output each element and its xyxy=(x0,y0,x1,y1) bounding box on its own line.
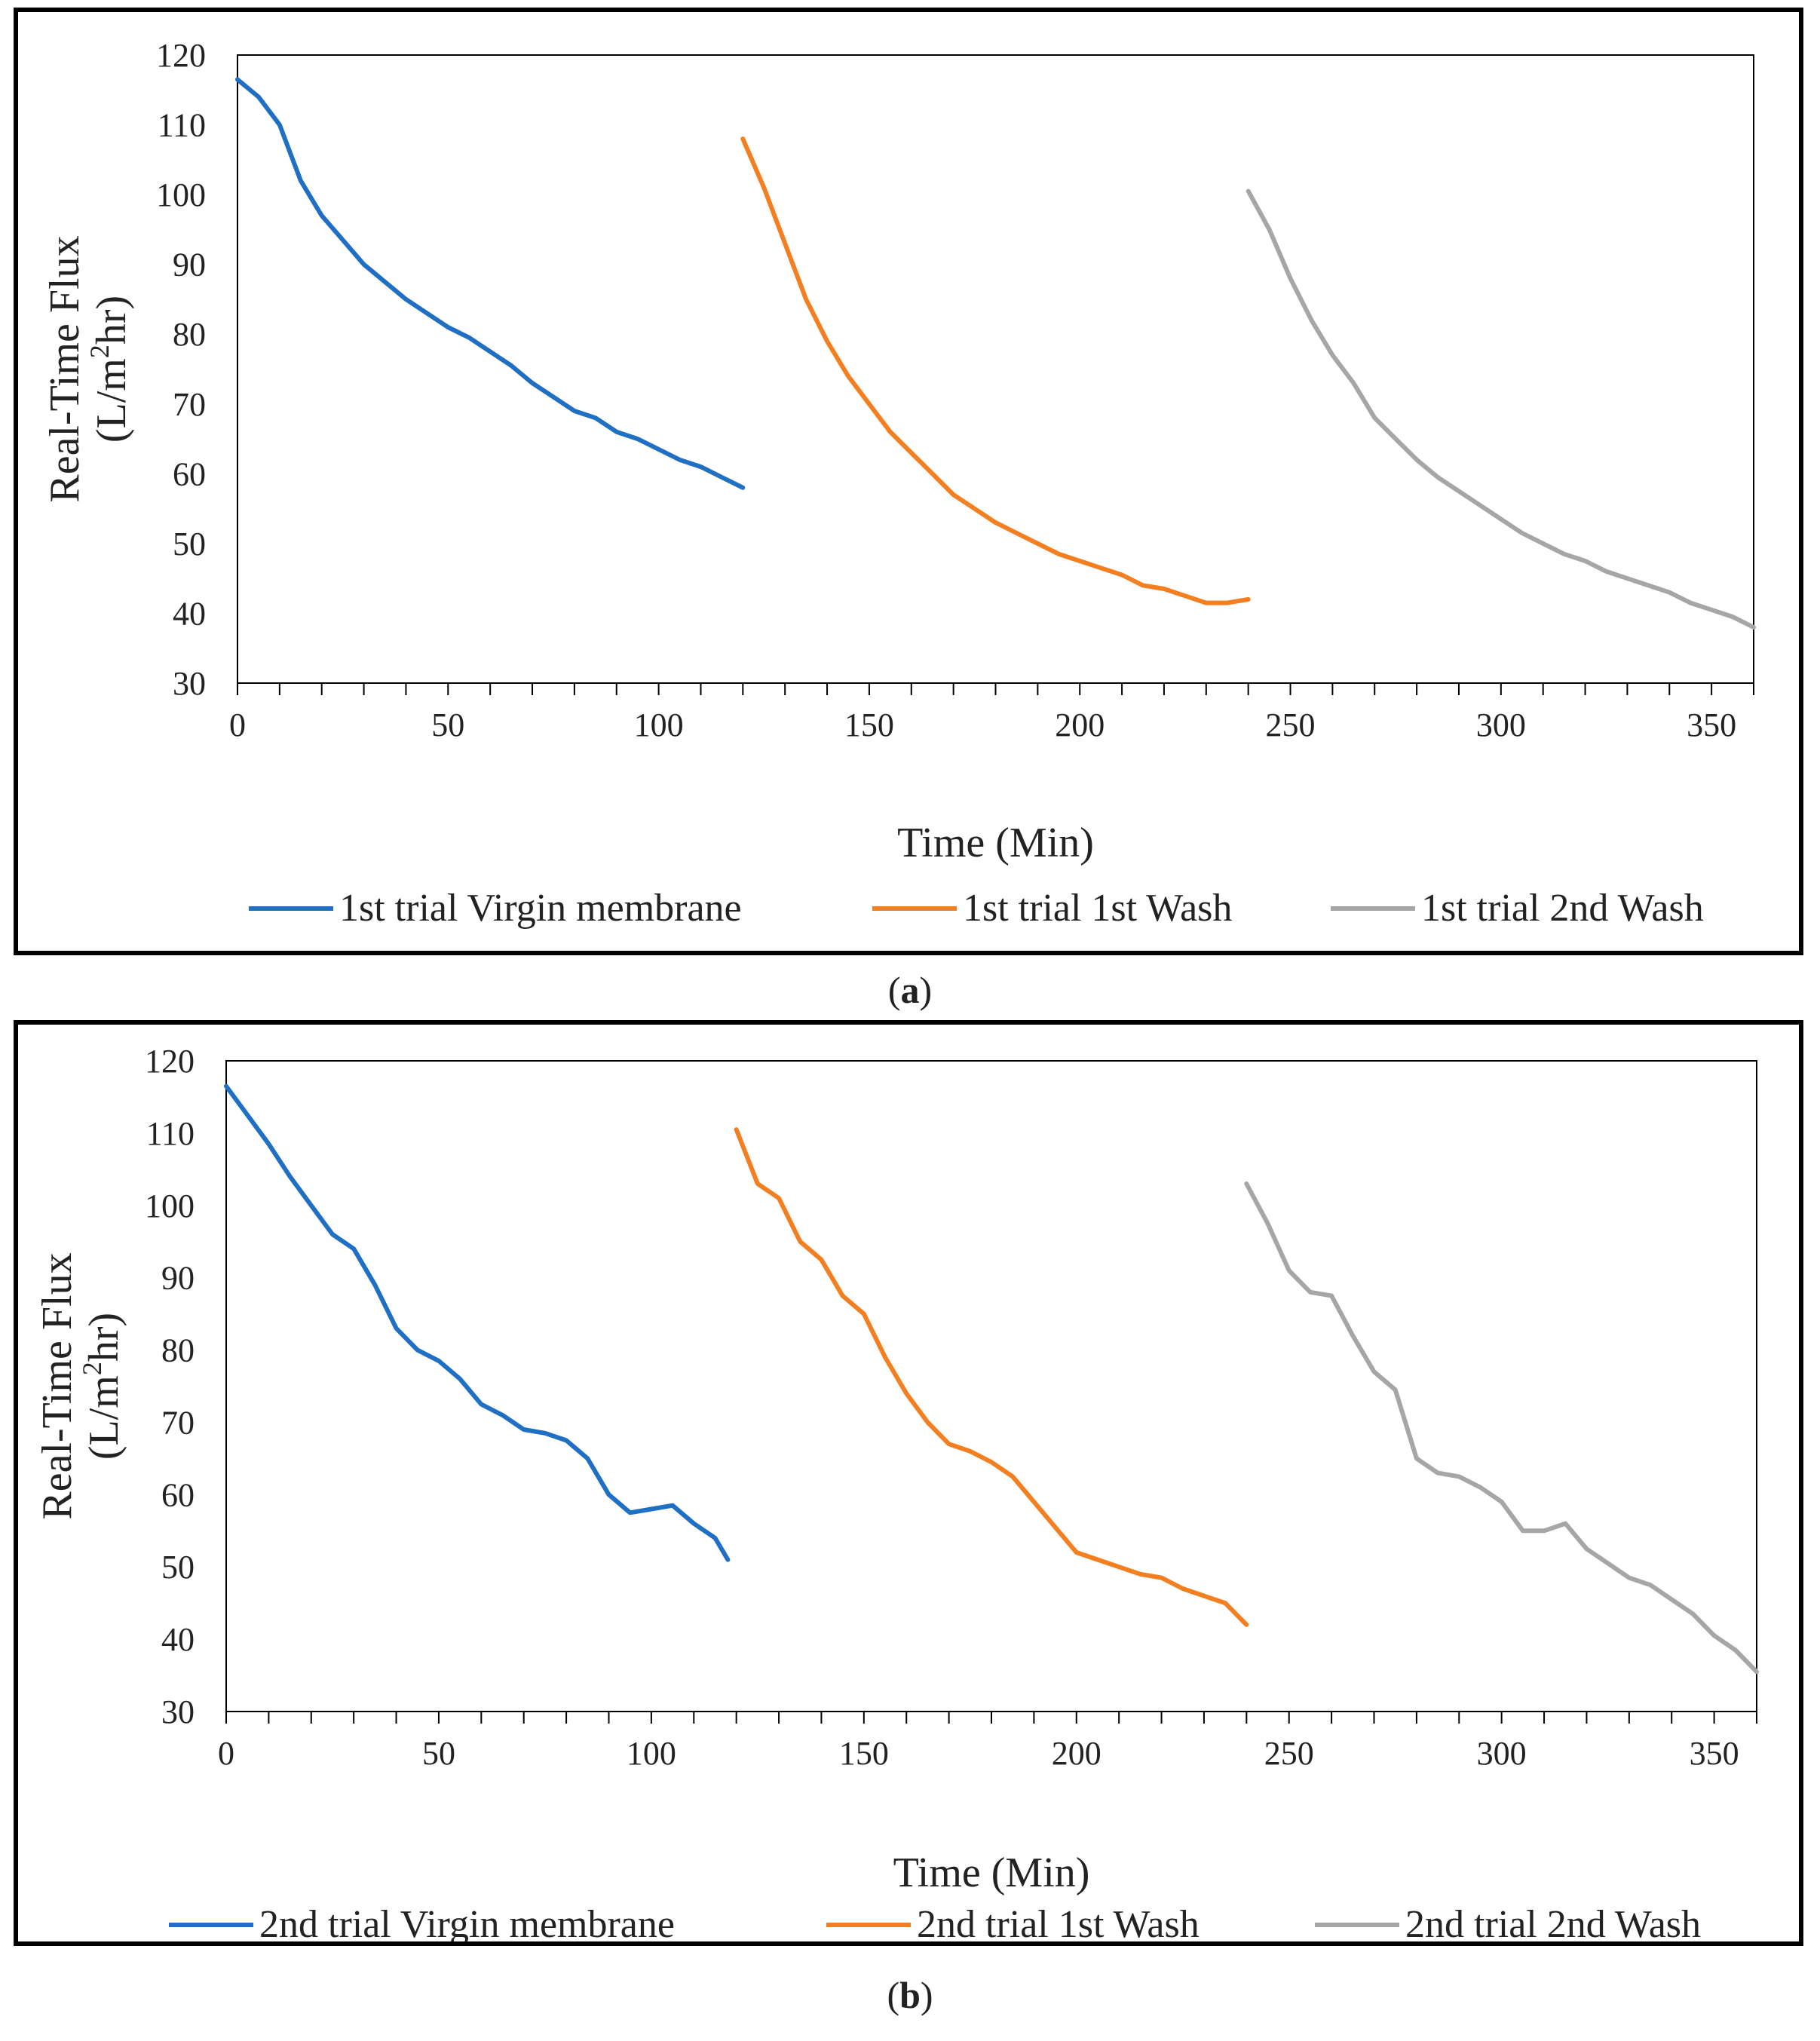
plot-frame xyxy=(237,54,1754,684)
x-axis-label: Time (Min) xyxy=(897,820,1094,866)
x-axis-label: Time (Min) xyxy=(893,1849,1090,1896)
y-tick-label: 40 xyxy=(161,1621,195,1658)
x-tick-label: 350 xyxy=(1687,706,1736,743)
y-tick-label: 60 xyxy=(161,1476,195,1513)
y-tick-label: 50 xyxy=(161,1549,195,1586)
x-tick-label: 350 xyxy=(1690,1735,1739,1772)
x-tick-label: 0 xyxy=(229,706,246,743)
x-tick-label: 250 xyxy=(1264,1735,1314,1772)
series-line-2 xyxy=(740,136,1251,605)
caption-a-label: a xyxy=(900,969,920,1011)
legend-label-2: 1st trial 1st Wash xyxy=(963,887,1232,930)
x-tick-label: 150 xyxy=(844,706,894,743)
y-tick-label: 80 xyxy=(161,1332,195,1369)
caption-a: (a) xyxy=(887,969,933,1011)
legend-label-3: 2nd trial 2nd Wash xyxy=(1405,1903,1701,1941)
y-axis-label-unit: (L/m xyxy=(88,358,135,443)
y-axis-label-line1: Real-Time Flux xyxy=(41,235,88,502)
x-tick-label: 0 xyxy=(218,1735,234,1772)
y-axis-label-sup: 2 xyxy=(77,1362,107,1375)
x-tick-label: 100 xyxy=(627,1735,676,1772)
x-tick-label: 300 xyxy=(1477,1735,1527,1772)
legend-label-2: 2nd trial 1st Wash xyxy=(917,1903,1200,1941)
y-tick-label: 30 xyxy=(161,1693,195,1730)
y-tick-label: 90 xyxy=(173,247,206,283)
legend-label-3: 1st trial 2nd Wash xyxy=(1421,887,1704,930)
legend-label-1: 1st trial Virgin membrane xyxy=(339,887,742,930)
y-tick-label: 100 xyxy=(156,176,206,213)
chart-panel-a: 0 50 100 150 200 250 300 350 30 40 50 60 70 80 90 100 11… xyxy=(14,8,1803,955)
series-line-1 xyxy=(224,1083,731,1562)
y-tick-label: 120 xyxy=(145,1043,195,1080)
y-axis-label-line1: Real-Time Flux xyxy=(34,1252,81,1519)
legend-label-1: 2nd trial Virgin membrane xyxy=(259,1903,675,1941)
x-tick-label: 300 xyxy=(1476,706,1526,743)
y-axis-label: Real-Time Flux (L/m2hr) xyxy=(41,235,135,502)
x-tick-label: 200 xyxy=(1052,1735,1101,1772)
x-tick-label: 50 xyxy=(431,706,464,743)
y-tick-label: 90 xyxy=(161,1260,195,1297)
y-tick-label: 60 xyxy=(173,455,206,492)
y-axis-label: Real-Time Flux (L/m2hr) xyxy=(34,1252,127,1519)
series-line-1 xyxy=(235,77,746,490)
y-axis-label-line2: (L/m2hr) xyxy=(77,1313,127,1460)
y-tick-label: 50 xyxy=(173,526,206,562)
x-tick-label: 50 xyxy=(422,1735,455,1772)
series-line-2 xyxy=(734,1127,1249,1627)
caption-b: (b) xyxy=(887,1974,933,2016)
y-tick-label: 30 xyxy=(173,665,206,702)
y-axis-label-sup: 2 xyxy=(84,345,115,358)
caption-b-label: b xyxy=(899,1974,921,2016)
plot-frame xyxy=(225,1060,1757,1712)
y-tick-label: 80 xyxy=(173,316,206,353)
x-tick-label: 250 xyxy=(1266,706,1316,743)
y-axis-label-line2: (L/m2hr) xyxy=(84,296,135,443)
x-tick-label: 150 xyxy=(839,1735,889,1772)
y-tick-label: 120 xyxy=(156,37,206,74)
x-tick-label: 100 xyxy=(634,706,684,743)
y-tick-label: 40 xyxy=(173,595,206,632)
y-tick-label: 70 xyxy=(173,386,206,423)
chart-a-svg: 0 50 100 150 200 250 300 350 30 40 50 60 70 80 90 100 11… xyxy=(41,37,1756,930)
x-tick-label: 200 xyxy=(1055,706,1105,743)
y-axis-label-unit-end: hr) xyxy=(88,296,135,345)
y-tick-label: 100 xyxy=(145,1188,195,1224)
series-line-3 xyxy=(1246,188,1756,630)
series-line-3 xyxy=(1244,1181,1759,1675)
y-tick-label: 110 xyxy=(146,1115,195,1152)
y-axis-label-unit: (L/m xyxy=(81,1375,127,1460)
y-axis-label-unit-end: hr) xyxy=(81,1313,127,1362)
chart-b-svg: 0 50 100 150 200 250 300 350 30 40 50 60 70 80 90 100 11… xyxy=(34,1043,1759,1941)
y-tick-label: 70 xyxy=(161,1404,195,1441)
y-tick-label: 110 xyxy=(158,107,206,144)
chart-panel-b: 0 50 100 150 200 250 300 350 30 40 50 60 70 80 90 100 11… xyxy=(14,1020,1803,1946)
